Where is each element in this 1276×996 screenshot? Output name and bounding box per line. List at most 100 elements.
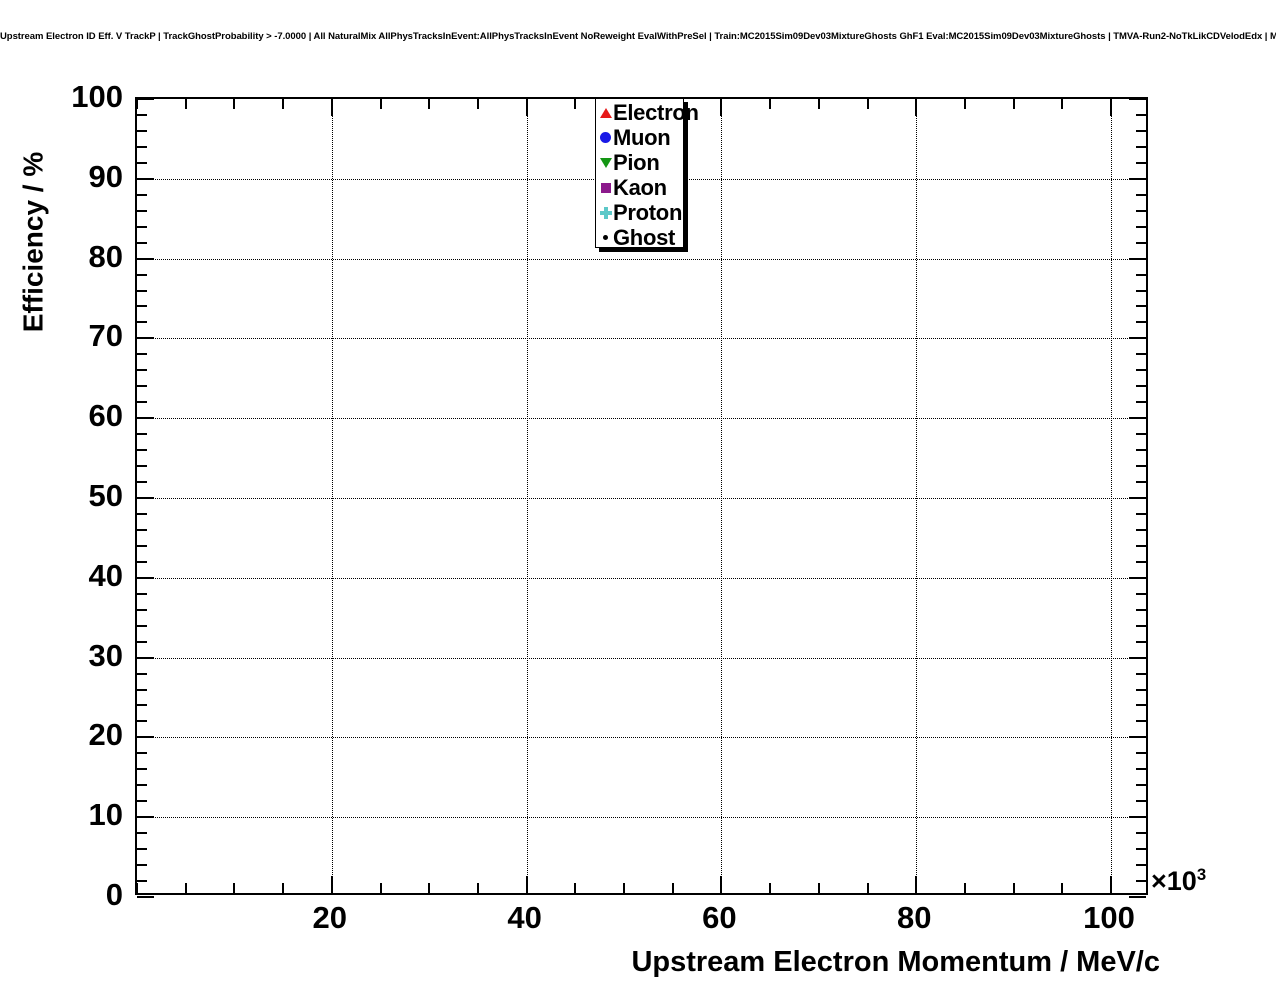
legend-entry-electron[interactable]: Electron — [596, 100, 699, 125]
y-axis-tick-label: 20 — [88, 717, 123, 753]
legend-entry-proton[interactable]: Proton — [596, 200, 683, 225]
gridline-horizontal — [137, 258, 1146, 260]
x-axis-tick-label: 100 — [1083, 900, 1135, 935]
axis-tick-minor — [137, 544, 147, 547]
axis-tick-minor — [137, 512, 147, 515]
gridline-horizontal — [137, 338, 1146, 340]
dot-marker-icon — [598, 228, 613, 248]
axis-tick-major — [915, 99, 918, 116]
axis-tick-minor — [866, 99, 869, 109]
axis-tick-minor — [817, 99, 820, 109]
y-axis-tick-label: 10 — [88, 797, 123, 833]
axis-tick-minor — [137, 784, 147, 787]
axis-tick-minor — [137, 385, 147, 388]
axis-tick-minor — [963, 883, 966, 893]
axis-tick-minor — [1136, 560, 1146, 563]
axis-tick-minor — [137, 289, 147, 292]
axis-tick-minor — [379, 883, 382, 893]
axis-tick-minor — [1136, 385, 1146, 388]
axis-tick-minor — [1136, 193, 1146, 196]
axis-tick-minor — [137, 465, 147, 468]
axis-tick-major — [1129, 337, 1146, 340]
gridline-horizontal — [137, 657, 1146, 659]
axis-tick-major — [525, 99, 528, 116]
legend-entry-label: Proton — [613, 199, 683, 225]
legend-entry-label: Pion — [613, 149, 660, 175]
y-axis-tick-label: 90 — [88, 158, 123, 194]
axis-tick-major — [330, 99, 333, 116]
y-axis-tick-label: 80 — [88, 238, 123, 274]
axis-tick-major — [1129, 736, 1146, 739]
axis-tick-major — [137, 177, 154, 180]
axis-tick-major — [137, 736, 154, 739]
axis-tick-minor — [137, 704, 147, 707]
gridline-horizontal — [137, 418, 1146, 420]
axis-tick-minor — [1136, 161, 1146, 164]
axis-tick-minor — [1136, 704, 1146, 707]
axis-tick-minor — [817, 883, 820, 893]
axis-tick-minor — [137, 401, 147, 404]
axis-tick-minor — [428, 99, 431, 109]
axis-tick-minor — [1136, 784, 1146, 787]
axis-tick-minor — [1136, 401, 1146, 404]
axis-tick-minor — [1136, 752, 1146, 755]
axis-tick-major — [137, 417, 154, 420]
axis-tick-minor — [379, 99, 382, 109]
x-axis-exponent-power: 3 — [1196, 865, 1207, 884]
y-axis-tick-label: 0 — [105, 877, 123, 912]
axis-tick-minor — [1061, 99, 1064, 109]
y-axis-title-text: Efficiency / % — [17, 151, 49, 333]
cross-marker-icon — [598, 203, 613, 223]
axis-tick-minor — [137, 353, 147, 356]
axis-tick-minor — [184, 99, 187, 109]
axis-tick-minor — [137, 225, 147, 228]
axis-tick-minor — [137, 864, 147, 867]
axis-tick-minor — [1136, 608, 1146, 611]
axis-tick-minor — [1012, 883, 1015, 893]
plot-area — [137, 99, 1146, 893]
axis-tick-minor — [137, 800, 147, 803]
axis-tick-minor — [233, 99, 236, 109]
axis-tick-minor — [1136, 305, 1146, 308]
axis-tick-minor — [1136, 512, 1146, 515]
axis-tick-minor — [137, 752, 147, 755]
legend-entry-kaon[interactable]: Kaon — [596, 175, 683, 200]
axis-tick-minor — [1136, 624, 1146, 627]
y-axis-tick-label: 30 — [88, 637, 123, 673]
legend-entry-label: Muon — [613, 124, 671, 150]
axis-tick-minor — [1136, 289, 1146, 292]
axis-tick-major — [137, 576, 154, 579]
axis-tick-minor — [137, 672, 147, 675]
legend-entry-muon[interactable]: Muon — [596, 125, 683, 150]
legend-entry-ghost[interactable]: Ghost — [596, 225, 683, 250]
axis-tick-minor — [1136, 592, 1146, 595]
axis-tick-minor — [769, 99, 772, 109]
axis-tick-minor — [137, 768, 147, 771]
axis-tick-minor — [137, 880, 147, 883]
y-axis-tick-label: 40 — [88, 557, 123, 593]
axis-tick-minor — [137, 273, 147, 276]
legend-entry-pion[interactable]: Pion — [596, 150, 683, 175]
axis-tick-minor — [1136, 241, 1146, 244]
axis-tick-minor — [963, 99, 966, 109]
axis-tick-minor — [137, 209, 147, 212]
axis-tick-minor — [282, 883, 285, 893]
axis-tick-minor — [1136, 481, 1146, 484]
x-axis-exponent: ×103 — [1151, 866, 1206, 897]
axis-tick-minor — [137, 624, 147, 627]
axis-tick-minor — [1136, 465, 1146, 468]
axis-tick-minor — [1136, 273, 1146, 276]
axis-tick-minor — [137, 129, 147, 132]
axis-tick-minor — [1136, 720, 1146, 723]
axis-tick-minor — [137, 640, 147, 643]
axis-tick-minor — [282, 99, 285, 109]
axis-tick-minor — [137, 688, 147, 691]
axis-tick-minor — [866, 883, 869, 893]
axis-tick-minor — [137, 481, 147, 484]
triangle-up-marker-icon — [598, 103, 613, 123]
x-axis-tick-label: 60 — [702, 900, 737, 935]
axis-tick-minor — [137, 720, 147, 723]
axis-tick-minor — [476, 883, 479, 893]
gridline-vertical — [526, 99, 528, 893]
axis-tick-major — [915, 876, 918, 893]
